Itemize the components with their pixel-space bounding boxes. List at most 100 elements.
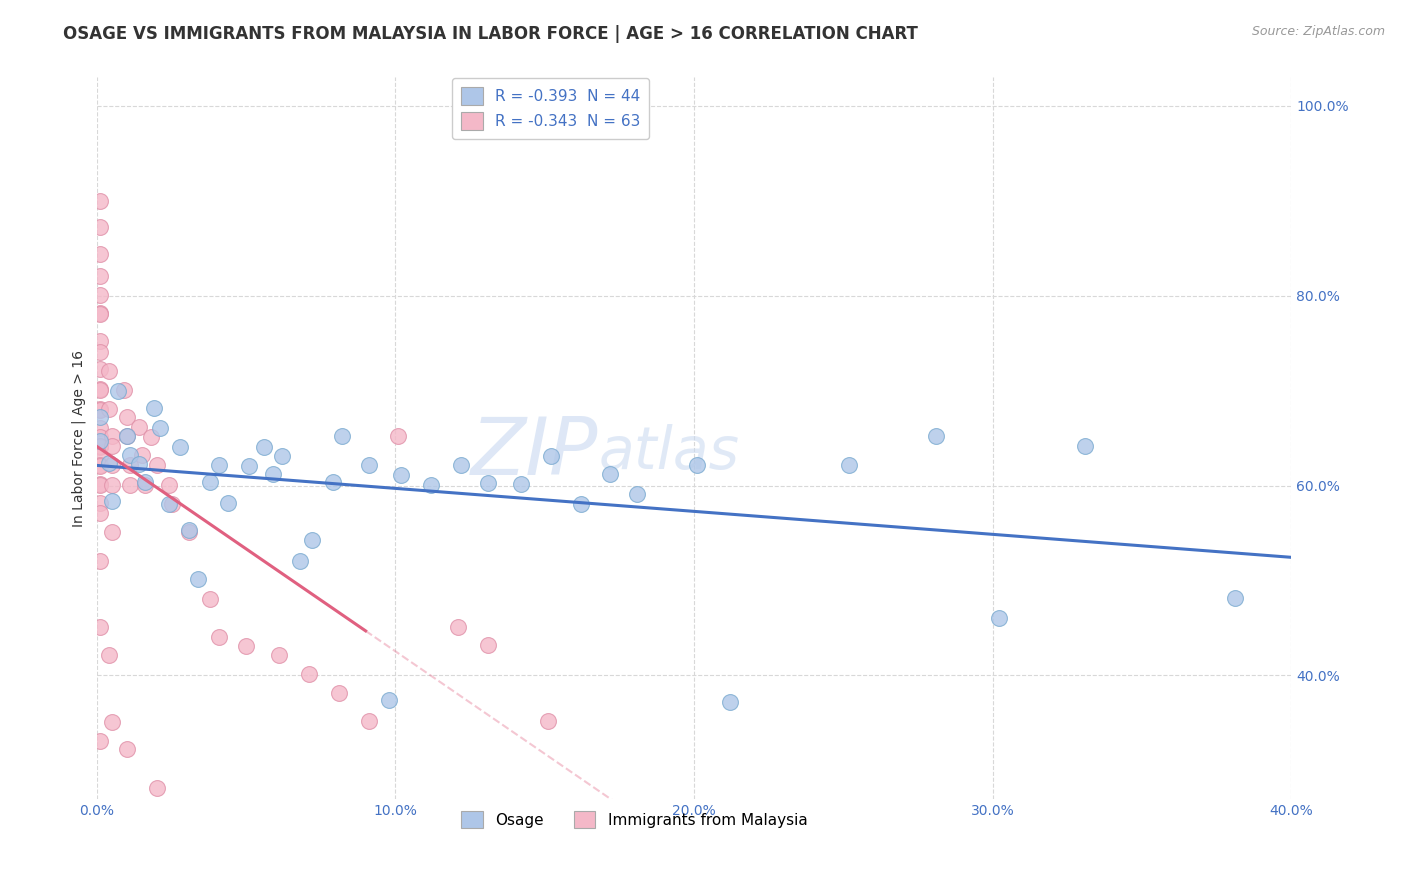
Point [838, 458, 860, 472]
Legend: Osage, Immigrants from Malaysia: Osage, Immigrants from Malaysia [456, 805, 814, 835]
Point [509, 476, 531, 491]
Point [271, 449, 294, 463]
Point [89, 382, 111, 396]
Point [101, 477, 124, 491]
Point [89, 268, 111, 283]
Point [89, 287, 111, 301]
Point [179, 523, 201, 537]
Point [115, 410, 138, 425]
Point [387, 429, 409, 443]
Point [238, 458, 260, 473]
Point [447, 620, 470, 634]
Point [987, 610, 1010, 624]
Point [200, 591, 222, 606]
Point [89, 401, 111, 416]
Point [89, 440, 111, 454]
Text: Source: ZipAtlas.com: Source: ZipAtlas.com [1251, 25, 1385, 38]
Point [101, 525, 124, 540]
Point [217, 496, 239, 510]
Point [357, 458, 380, 472]
Point [540, 449, 562, 463]
Point [89, 430, 111, 444]
Point [128, 419, 150, 434]
Point [537, 714, 560, 728]
Point [128, 457, 150, 471]
Point [1074, 439, 1097, 453]
Point [450, 458, 472, 472]
Point [179, 525, 201, 540]
Point [477, 638, 499, 652]
Point [569, 497, 592, 511]
Point [89, 476, 111, 491]
Point [89, 220, 111, 235]
Point [97, 648, 120, 663]
Point [208, 458, 231, 472]
Point [157, 477, 180, 491]
Point [357, 714, 380, 728]
Point [89, 383, 111, 397]
Point [200, 475, 222, 489]
Point [97, 364, 120, 378]
Point [328, 686, 350, 700]
Point [322, 475, 344, 489]
Point [301, 533, 323, 547]
Point [131, 448, 153, 462]
Point [115, 429, 138, 443]
Point [267, 648, 290, 663]
Point [118, 477, 141, 491]
Point [89, 449, 111, 463]
Point [101, 493, 124, 508]
Point [134, 477, 156, 491]
Point [89, 344, 111, 359]
Text: ZIP: ZIP [471, 414, 599, 491]
Point [169, 440, 191, 454]
Point [89, 306, 111, 320]
Point [89, 439, 111, 453]
Point [298, 667, 321, 681]
Point [599, 467, 621, 482]
Point [101, 429, 124, 443]
Point [101, 439, 124, 453]
Point [253, 440, 276, 454]
Point [89, 334, 111, 349]
Point [925, 429, 948, 443]
Point [89, 496, 111, 510]
Point [262, 467, 284, 482]
Point [89, 420, 111, 434]
Point [89, 362, 111, 376]
Point [139, 430, 162, 444]
Text: OSAGE VS IMMIGRANTS FROM MALAYSIA IN LABOR FORCE | AGE > 16 CORRELATION CHART: OSAGE VS IMMIGRANTS FROM MALAYSIA IN LAB… [63, 25, 918, 43]
Point [187, 572, 209, 586]
Point [89, 458, 111, 472]
Point [134, 475, 156, 489]
Point [97, 401, 120, 416]
Point [626, 487, 648, 501]
Point [718, 695, 741, 709]
Point [101, 714, 124, 729]
Y-axis label: In Labor Force | Age > 16: In Labor Force | Age > 16 [72, 350, 86, 526]
Point [101, 458, 124, 472]
Point [160, 497, 183, 511]
Point [97, 456, 120, 470]
Point [89, 506, 111, 520]
Point [391, 468, 413, 483]
Point [157, 497, 180, 511]
Text: atlas: atlas [599, 424, 740, 481]
Point [89, 307, 111, 321]
Point [89, 410, 111, 425]
Point [89, 477, 111, 491]
Point [118, 458, 141, 472]
Point [89, 553, 111, 567]
Point [89, 620, 111, 634]
Point [89, 402, 111, 417]
Point [115, 742, 138, 756]
Point [89, 458, 111, 473]
Point [142, 401, 165, 415]
Point [118, 448, 141, 462]
Point [208, 630, 231, 644]
Point [420, 477, 443, 491]
Point [378, 693, 401, 707]
Point [477, 475, 499, 490]
Point [686, 458, 709, 472]
Point [330, 429, 353, 443]
